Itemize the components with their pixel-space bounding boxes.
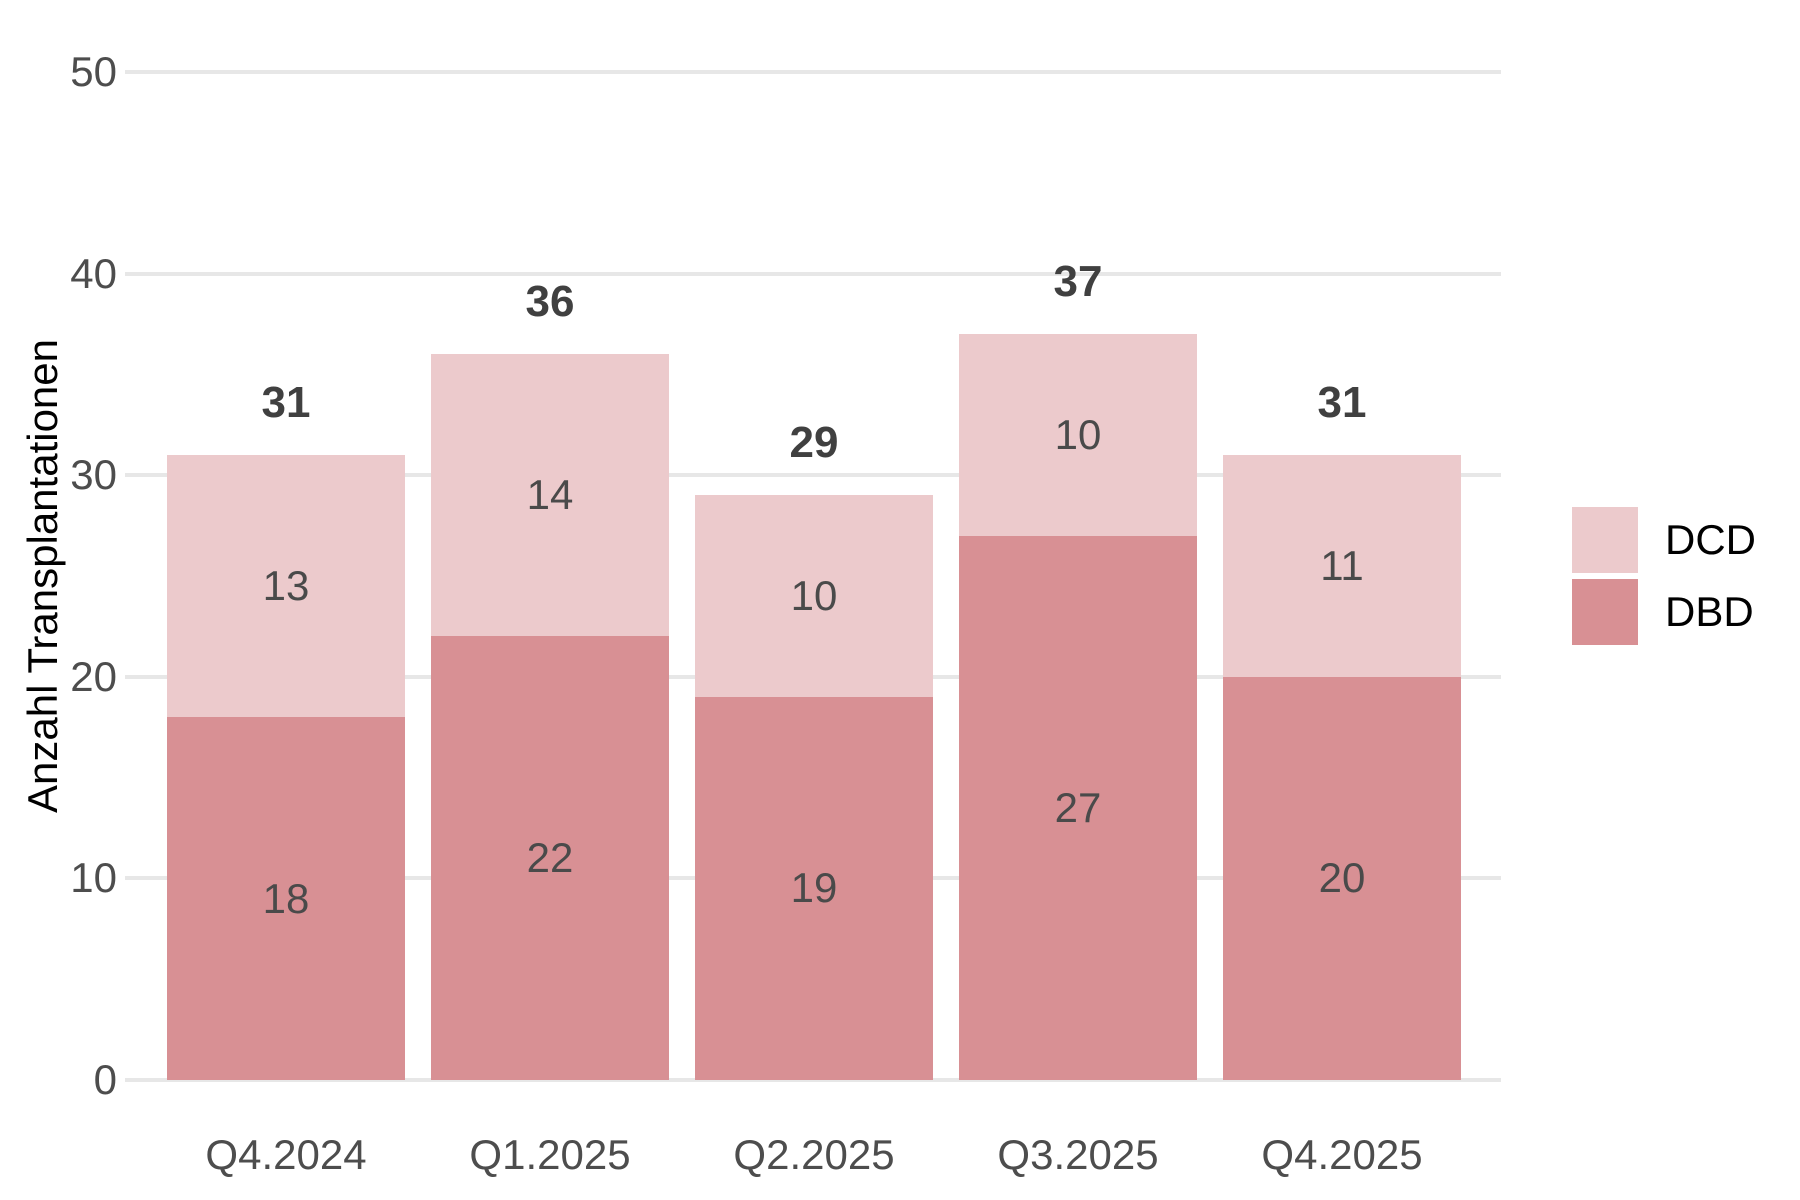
- total-value-label: 31: [261, 378, 311, 428]
- segment-value-label: 19: [790, 864, 838, 912]
- y-tick-label: 10: [70, 854, 117, 902]
- y-gridline: [125, 70, 1501, 74]
- bar-segment-dcd: [1223, 455, 1461, 677]
- legend-label-dbd: DBD: [1665, 588, 1754, 635]
- total-value-label: 37: [1053, 257, 1103, 307]
- y-gridline: [125, 271, 1501, 276]
- legend-swatch-dbd: [1572, 579, 1638, 645]
- y-axis-title: Anzahl Transplantationen: [19, 339, 66, 813]
- y-tick-label: 50: [70, 48, 117, 95]
- legend-label-dcd: DCD: [1665, 516, 1756, 563]
- bar-segment-dcd: [167, 455, 405, 718]
- total-value-label: 29: [789, 418, 839, 468]
- segment-value-label: 13: [262, 562, 310, 610]
- segment-value-label: 10: [1054, 410, 1102, 458]
- x-tick-label: Q4.2024: [205, 1131, 367, 1178]
- segment-value-label: 11: [1320, 541, 1364, 589]
- segment-value-label: 10: [790, 572, 838, 620]
- y-gridline: [125, 1078, 1501, 1082]
- bar-segment-dcd: [695, 495, 933, 697]
- segment-value-label: 18: [262, 874, 310, 922]
- x-tick-label: Q3.2025: [997, 1131, 1159, 1178]
- bar-segment-dbd: [695, 696, 933, 1080]
- y-tick-label: 20: [70, 652, 117, 700]
- legend-swatch-dcd: [1572, 507, 1638, 573]
- segment-value-label: 27: [1054, 783, 1102, 831]
- total-value-label: 31: [1317, 378, 1367, 428]
- x-tick-label: Q4.2025: [1261, 1131, 1423, 1178]
- bar-segment-dbd: [167, 717, 405, 1080]
- segment-value-label: 14: [526, 471, 574, 519]
- bar-segment-dbd: [431, 636, 669, 1080]
- y-tick-label: 0: [93, 1056, 117, 1103]
- y-tick-label: 40: [70, 249, 117, 297]
- x-tick-label: Q2.2025: [733, 1131, 895, 1178]
- bar-segment-dbd: [959, 535, 1197, 1080]
- x-tick-label: Q1.2025: [469, 1131, 631, 1178]
- segment-value-label: 20: [1318, 854, 1366, 902]
- bar-segment-dcd: [959, 334, 1197, 536]
- y-tick-label: 30: [70, 451, 117, 499]
- bar-segment-dcd: [431, 354, 669, 637]
- total-value-label: 36: [525, 277, 575, 327]
- y-gridline: [125, 473, 1501, 478]
- bar-segment-dbd: [1223, 676, 1461, 1080]
- segment-value-label: 22: [526, 834, 574, 882]
